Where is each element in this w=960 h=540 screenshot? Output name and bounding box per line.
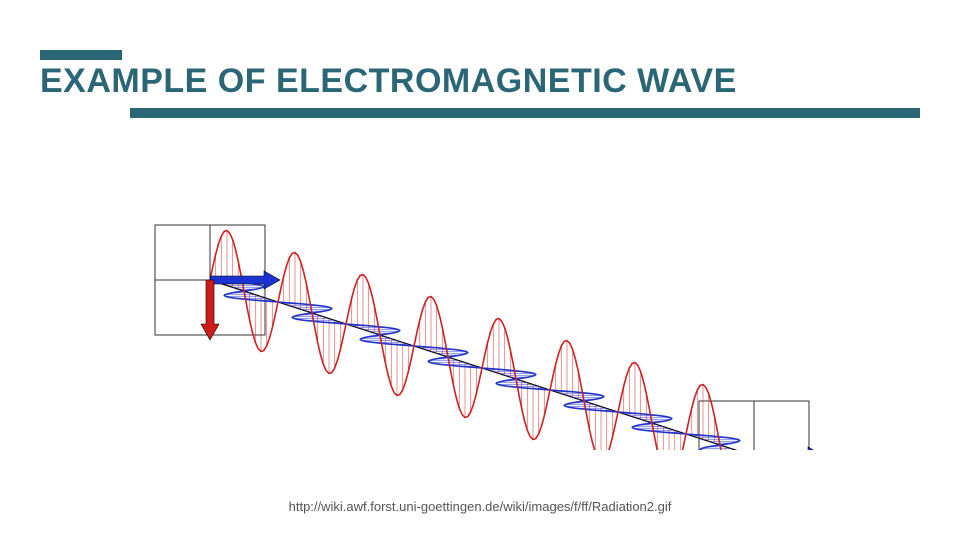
slide-title: EXAMPLE OF ELECTROMAGNETIC WAVE bbox=[40, 62, 737, 101]
em-wave-diagram bbox=[130, 170, 830, 450]
title-top-accent-bar bbox=[40, 50, 122, 60]
source-caption: http://wiki.awf.forst.uni-goettingen.de/… bbox=[0, 499, 960, 514]
title-underline-bar bbox=[130, 108, 920, 118]
